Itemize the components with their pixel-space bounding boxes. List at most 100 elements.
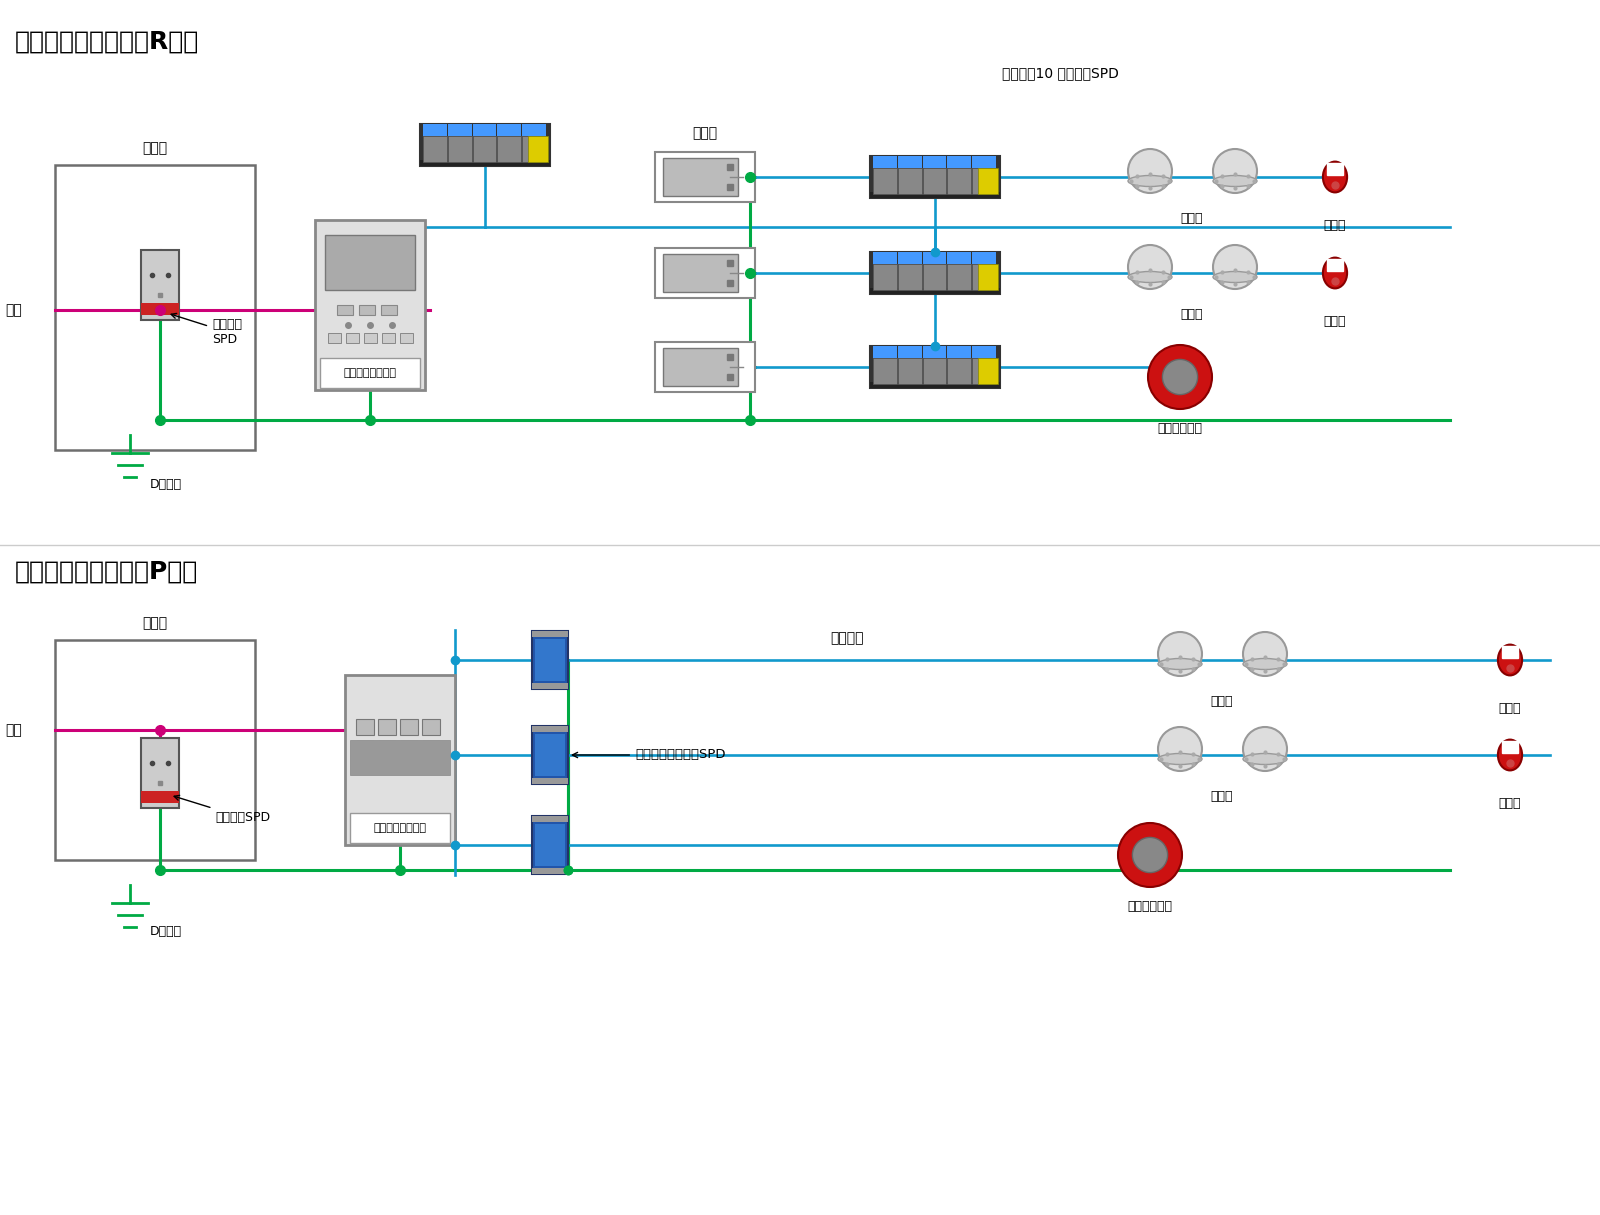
Bar xyxy=(141,303,179,315)
Ellipse shape xyxy=(1213,175,1258,186)
Text: 感知器: 感知器 xyxy=(1211,695,1234,708)
Bar xyxy=(531,631,568,689)
Text: 発信器: 発信器 xyxy=(1499,797,1522,810)
Text: 火災報知器受信機: 火災報知器受信機 xyxy=(344,368,397,378)
Bar xyxy=(978,264,998,290)
Ellipse shape xyxy=(1158,753,1202,764)
Bar xyxy=(947,168,971,194)
Text: 電源: 電源 xyxy=(5,303,22,317)
Bar xyxy=(54,165,254,450)
Bar xyxy=(400,333,413,343)
Bar xyxy=(531,727,568,731)
Bar xyxy=(365,333,378,343)
Bar xyxy=(522,136,546,162)
Bar xyxy=(973,252,995,264)
FancyBboxPatch shape xyxy=(315,220,426,390)
Bar xyxy=(874,264,896,290)
Ellipse shape xyxy=(1158,659,1202,669)
Text: 発信器: 発信器 xyxy=(1499,702,1522,714)
Text: アレスタ10 多回線用SPD: アレスタ10 多回線用SPD xyxy=(1002,66,1118,80)
Bar xyxy=(874,358,896,384)
Bar xyxy=(874,168,896,194)
Bar xyxy=(531,816,568,874)
Ellipse shape xyxy=(1498,645,1522,676)
Text: 感知器: 感知器 xyxy=(1211,790,1234,803)
Bar xyxy=(531,727,568,784)
Circle shape xyxy=(1128,245,1171,289)
Bar xyxy=(382,333,395,343)
Bar xyxy=(422,741,440,757)
Text: 自動火災報知設備（R型）: 自動火災報知設備（R型） xyxy=(14,30,200,53)
Bar xyxy=(947,252,971,264)
Bar xyxy=(870,288,1000,294)
Circle shape xyxy=(1118,823,1182,887)
Bar xyxy=(350,740,450,775)
Text: 分電盤: 分電盤 xyxy=(142,141,168,156)
Text: 防災信号: 防災信号 xyxy=(830,631,864,645)
Bar xyxy=(400,719,418,735)
Bar xyxy=(522,124,546,136)
Circle shape xyxy=(1243,632,1286,676)
Bar xyxy=(498,136,522,162)
Bar xyxy=(947,346,971,358)
Bar xyxy=(874,252,896,264)
Bar xyxy=(898,346,922,358)
Bar xyxy=(973,156,995,168)
Bar xyxy=(973,168,995,194)
Bar xyxy=(531,816,568,823)
Ellipse shape xyxy=(1498,740,1522,770)
Bar xyxy=(531,631,568,637)
Bar xyxy=(973,264,995,290)
Bar xyxy=(422,719,440,735)
Bar xyxy=(448,124,472,136)
Text: D種接地: D種接地 xyxy=(150,477,182,491)
Text: 分電盤用SPD: 分電盤用SPD xyxy=(174,796,270,824)
Ellipse shape xyxy=(1323,258,1347,288)
Bar xyxy=(320,358,419,388)
Text: 感知器: 感知器 xyxy=(1181,307,1203,321)
Bar xyxy=(978,168,998,194)
Bar xyxy=(898,264,922,290)
Bar xyxy=(378,719,397,735)
Bar xyxy=(400,741,418,757)
Bar xyxy=(328,333,341,343)
Bar xyxy=(947,264,971,290)
Bar xyxy=(923,346,946,358)
Bar xyxy=(1502,741,1518,753)
Circle shape xyxy=(1213,149,1258,193)
Bar xyxy=(531,683,568,689)
Bar xyxy=(662,347,738,386)
Circle shape xyxy=(1162,360,1197,395)
Text: 大電流信号回線用SPD: 大電流信号回線用SPD xyxy=(573,748,725,762)
Text: D種接地: D種接地 xyxy=(150,925,182,938)
Ellipse shape xyxy=(1128,175,1171,186)
Circle shape xyxy=(1158,632,1202,676)
Bar xyxy=(1502,646,1518,659)
Bar xyxy=(923,264,946,290)
Bar xyxy=(874,346,896,358)
FancyBboxPatch shape xyxy=(346,676,454,844)
Text: 発信器: 発信器 xyxy=(1323,315,1346,328)
Bar xyxy=(923,358,946,384)
Circle shape xyxy=(1243,727,1286,772)
Circle shape xyxy=(1213,245,1258,289)
Bar xyxy=(870,156,1000,198)
Bar xyxy=(141,738,179,808)
Bar xyxy=(528,136,547,162)
Circle shape xyxy=(1128,149,1171,193)
Bar xyxy=(662,158,738,196)
Bar xyxy=(378,741,397,757)
Bar xyxy=(662,254,738,292)
Bar xyxy=(54,640,254,860)
Bar xyxy=(338,305,354,315)
Text: 感知器: 感知器 xyxy=(1181,211,1203,225)
Text: 火災報知器受信機: 火災報知器受信機 xyxy=(373,823,427,833)
Text: 自動火災報知設備（P型）: 自動火災報知設備（P型） xyxy=(14,560,198,584)
Bar xyxy=(381,305,397,315)
Bar xyxy=(141,250,179,320)
Circle shape xyxy=(1133,837,1168,872)
Bar xyxy=(978,358,998,384)
Bar xyxy=(355,741,374,757)
Bar xyxy=(870,346,1000,388)
Text: 地区音響装置: 地区音響装置 xyxy=(1128,900,1173,912)
